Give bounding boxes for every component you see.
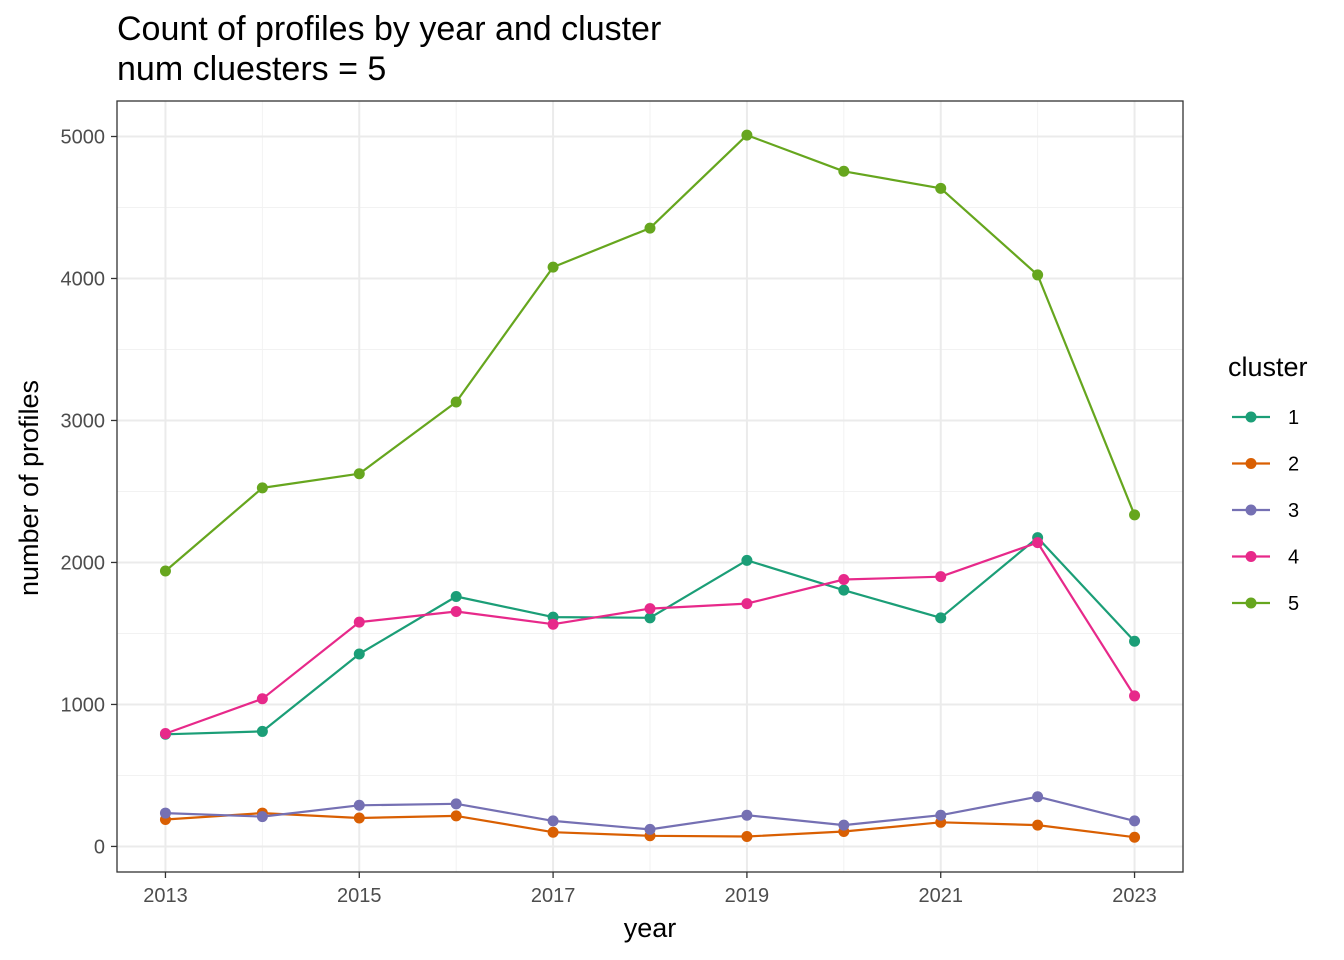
data-point [353, 468, 365, 480]
series-layer [159, 129, 1141, 843]
data-point [256, 693, 268, 705]
legend-title: cluster [1228, 352, 1308, 382]
data-point [159, 565, 171, 577]
data-point [547, 815, 559, 827]
data-point [838, 165, 850, 177]
legend-key-point [1245, 504, 1257, 516]
data-point [256, 482, 268, 494]
data-point [1032, 537, 1044, 549]
data-point [838, 819, 850, 831]
data-point [353, 812, 365, 824]
legend-item-2: 2 [1232, 454, 1299, 476]
data-point [838, 574, 850, 586]
x-tick-label: 2017 [531, 885, 576, 907]
legend-label: 2 [1288, 454, 1299, 476]
legend-item-1: 1 [1232, 407, 1299, 429]
legend-label: 3 [1288, 500, 1299, 522]
data-point [450, 605, 462, 617]
data-point [547, 261, 559, 273]
x-tick-label: 2023 [1112, 885, 1157, 907]
y-tick-label: 5000 [61, 126, 106, 148]
data-point [644, 603, 656, 615]
legend-item-5: 5 [1232, 593, 1299, 615]
legend-key-point [1245, 458, 1257, 469]
y-tick-label: 4000 [61, 268, 106, 290]
data-point [741, 831, 753, 843]
data-point [935, 182, 947, 194]
y-tick-label: 3000 [61, 410, 106, 432]
data-point [256, 725, 268, 737]
y-axis-title: number of profiles [14, 380, 44, 596]
x-axis-title: year [624, 913, 677, 943]
y-tick-label: 0 [94, 836, 105, 858]
data-point [741, 598, 753, 610]
x-tick-label: 2013 [143, 885, 188, 907]
legend-label: 4 [1288, 547, 1299, 569]
data-point [159, 728, 171, 740]
data-point [450, 591, 462, 603]
y-tick-label: 2000 [61, 552, 106, 574]
data-point [1129, 690, 1141, 702]
data-point [644, 612, 656, 624]
data-point [741, 554, 753, 566]
data-point [450, 810, 462, 822]
data-point [353, 799, 365, 811]
data-point [353, 616, 365, 628]
chart-title: Count of profiles by year and cluster [117, 10, 661, 48]
data-point [547, 618, 559, 630]
data-point [935, 571, 947, 583]
data-point [1129, 831, 1141, 843]
y-tick-label: 1000 [61, 694, 106, 716]
data-point [935, 612, 947, 624]
data-point [1129, 635, 1141, 647]
data-point [838, 584, 850, 596]
data-point [1129, 509, 1141, 521]
axes: 2013 2015 2017 2019 2021 2023 0 1000 2000 3000 400… [61, 126, 1157, 907]
legend-item-3: 3 [1232, 500, 1299, 522]
data-point [1032, 791, 1044, 803]
data-point [547, 826, 559, 838]
legend-key-point [1245, 411, 1257, 423]
data-point [644, 823, 656, 835]
legend-key-point [1245, 597, 1257, 609]
data-point [741, 129, 753, 141]
chart-subtitle: num cluesters = 5 [117, 50, 386, 88]
legend-label: 5 [1288, 593, 1299, 615]
legend-key-point [1245, 551, 1257, 562]
data-point [1032, 819, 1044, 831]
data-point [741, 809, 753, 821]
data-point [256, 811, 268, 823]
data-point [450, 396, 462, 408]
legend-label: 1 [1288, 407, 1299, 429]
data-point [644, 222, 656, 234]
x-tick-label: 2021 [918, 885, 963, 907]
data-point [935, 809, 947, 821]
series-3 [159, 791, 1141, 835]
grid [117, 101, 1183, 872]
data-point [159, 807, 171, 819]
x-tick-label: 2015 [337, 885, 382, 907]
legend: cluster 1 2 3 4 5 [1228, 352, 1308, 615]
data-point [353, 648, 365, 660]
data-point [1129, 815, 1141, 827]
series-4 [159, 537, 1141, 740]
data-point [450, 798, 462, 810]
legend-item-4: 4 [1232, 547, 1299, 569]
x-tick-label: 2019 [725, 885, 770, 907]
data-point [1032, 269, 1044, 281]
series-5 [159, 129, 1141, 577]
plot-panel-border [116, 100, 1184, 873]
